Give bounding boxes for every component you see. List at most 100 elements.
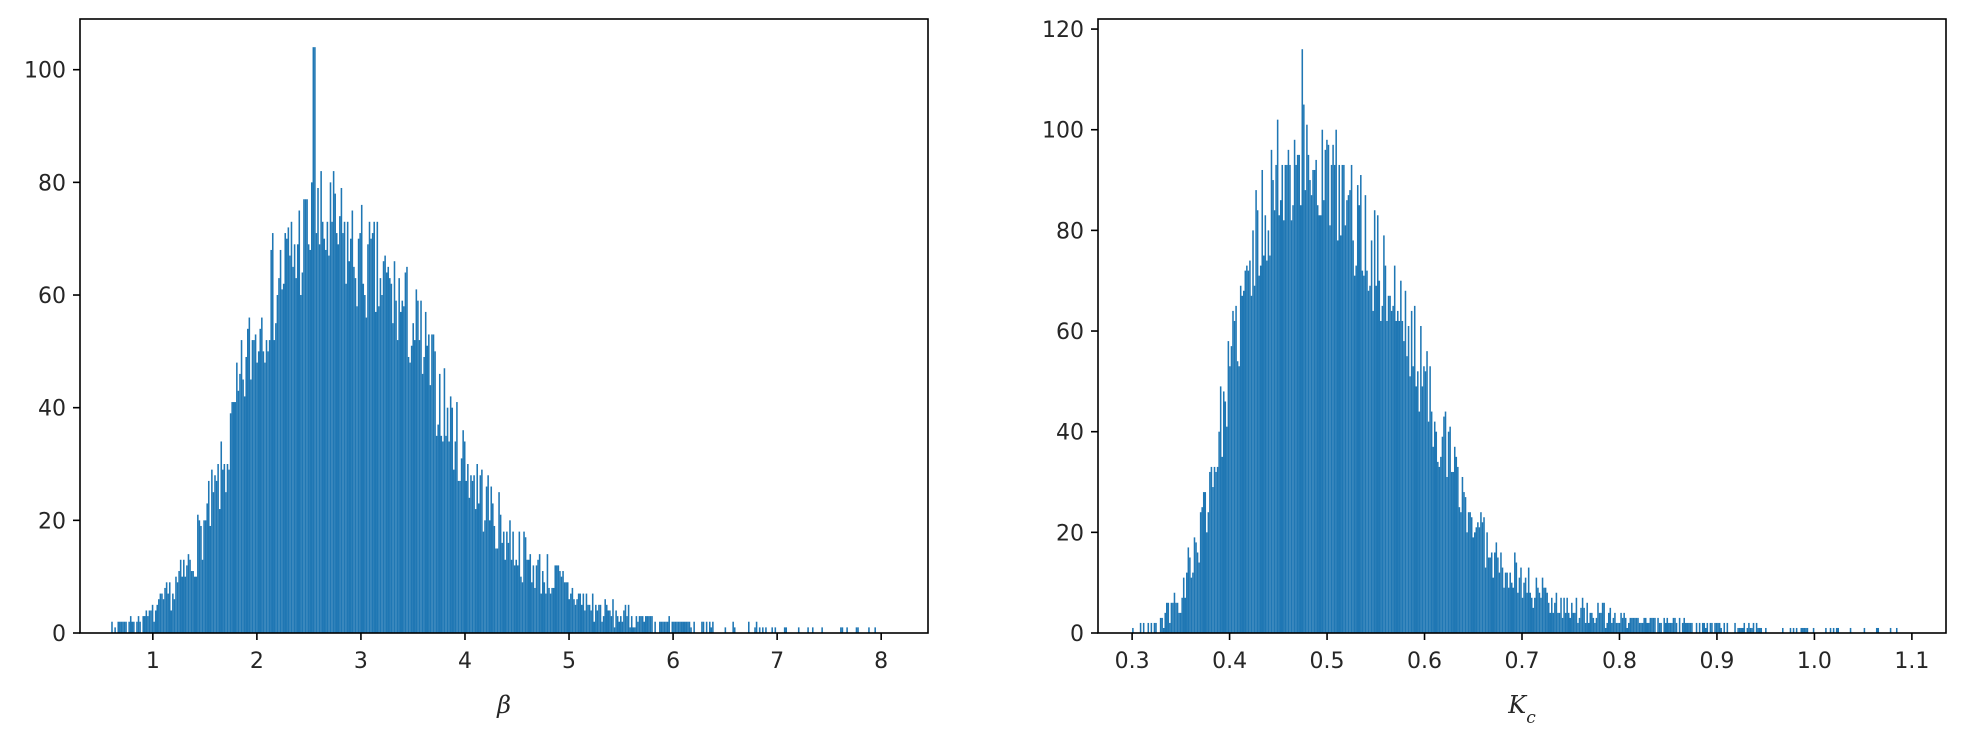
histogram-bar: [1350, 164, 1353, 633]
x-tick-label: 0.3: [1115, 649, 1150, 674]
histogram-bar: [390, 283, 393, 633]
histogram-bar: [145, 610, 148, 633]
histogram-bar: [374, 311, 377, 633]
histogram-bars: [111, 47, 876, 634]
histogram-bar: [1564, 612, 1567, 633]
histogram-bar: [1196, 552, 1199, 633]
histogram-bar: [428, 334, 430, 633]
histogram-bar: [123, 621, 126, 633]
histogram-bar: [1580, 607, 1582, 633]
histogram-bar: [1364, 195, 1367, 633]
histogram-bar: [840, 627, 842, 633]
histogram-bar: [1239, 285, 1242, 633]
histogram-bar: [1315, 159, 1317, 634]
histogram-bar: [807, 627, 809, 633]
histogram-bar: [275, 323, 277, 633]
histogram-bar: [1437, 461, 1439, 633]
histogram-bar: [1346, 200, 1348, 633]
histogram-bar: [1561, 617, 1564, 633]
histogram-bar: [1249, 260, 1251, 633]
histogram-bar: [1760, 627, 1762, 633]
histogram-bar: [303, 199, 305, 633]
histogram-bar: [193, 576, 196, 633]
histogram-bar: [326, 221, 329, 634]
histogram-bar: [1663, 617, 1665, 633]
histogram-bar: [1698, 622, 1701, 633]
histogram-bar: [537, 559, 539, 633]
histogram-bar: [1474, 532, 1476, 633]
histogram-bar: [354, 278, 357, 633]
histogram-bar: [1198, 562, 1200, 633]
histogram-bar: [1412, 366, 1414, 633]
histogram-bar: [620, 616, 622, 633]
histogram-bar: [1575, 597, 1578, 633]
histogram-bar: [648, 616, 650, 633]
histogram-bar: [167, 593, 169, 633]
histogram-bar: [1303, 104, 1305, 633]
histogram-bar: [226, 464, 229, 633]
histogram-bar: [1765, 627, 1767, 633]
histogram-bar: [1489, 557, 1491, 633]
histogram-bar: [1295, 164, 1297, 633]
histogram-bar: [1595, 617, 1598, 633]
histogram-bar: [662, 621, 664, 633]
histogram-bar: [1204, 492, 1207, 633]
histogram-bar: [1173, 592, 1176, 633]
histogram-bar: [395, 300, 397, 633]
histogram-bar: [1229, 366, 1231, 633]
histogram-bar: [384, 255, 386, 633]
histogram-bar: [1167, 602, 1170, 633]
histogram-bar: [1219, 386, 1222, 633]
histogram-bar: [1689, 622, 1692, 633]
histogram-bar: [1552, 612, 1555, 633]
histogram-bar: [1723, 622, 1726, 633]
histogram-bar: [1626, 627, 1629, 633]
histogram-bar: [1213, 466, 1216, 633]
histogram-bar: [1695, 622, 1698, 633]
histogram-bar: [1312, 169, 1314, 634]
histogram-bar: [412, 323, 414, 633]
histogram-bar: [1366, 270, 1368, 633]
histogram-bar: [142, 616, 144, 633]
histogram-bar: [582, 593, 585, 633]
histogram-bar: [389, 278, 391, 633]
histogram-bar: [332, 171, 335, 633]
histogram-bar: [1195, 542, 1197, 633]
histogram-bar: [1267, 230, 1270, 633]
histogram-bar: [462, 430, 464, 633]
histogram-bar: [1737, 627, 1739, 633]
histogram-bar: [630, 616, 633, 633]
histogram-bar: [1664, 622, 1667, 633]
histogram-bar: [1507, 587, 1510, 633]
histogram-bar: [179, 559, 182, 633]
histogram-bar: [1589, 612, 1592, 633]
histogram-bar: [286, 238, 288, 633]
histogram-bar: [485, 486, 488, 633]
histogram-bar: [677, 621, 680, 633]
histogram-bar: [1587, 622, 1590, 633]
histogram-bar: [195, 576, 198, 633]
histogram-bar: [1691, 622, 1693, 633]
histogram-bar: [228, 469, 230, 633]
histogram-bar: [1678, 617, 1681, 633]
histogram-bar: [250, 379, 252, 633]
histogram-bar: [1353, 275, 1356, 633]
histogram-bar: [396, 340, 399, 633]
histogram-bar: [634, 627, 636, 633]
histogram-bar: [1877, 627, 1880, 633]
histogram-bar: [239, 373, 241, 633]
histogram-bar: [1632, 617, 1635, 633]
histogram-bar: [456, 402, 458, 633]
histogram-bar: [1413, 305, 1416, 633]
histogram-bar: [708, 621, 711, 633]
histogram-bar: [131, 621, 134, 633]
histogram-bar: [1490, 552, 1493, 633]
histogram-bar: [1281, 164, 1284, 633]
histogram-bar: [172, 593, 174, 633]
histogram-bar: [317, 187, 319, 634]
histogram-bar: [646, 616, 649, 633]
histogram-bar: [1329, 225, 1331, 633]
y-tick-label: 40: [1056, 421, 1084, 446]
histogram-bar: [1634, 617, 1636, 633]
